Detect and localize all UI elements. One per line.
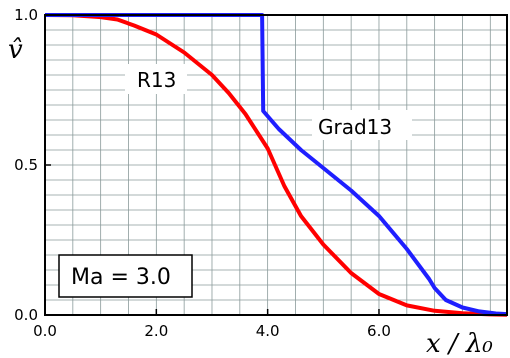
series-line-grad13 [45, 13, 508, 317]
r13-label-background [125, 64, 187, 94]
x-tick-label: 6.0 [367, 322, 391, 340]
y-tick-label: 1.0 [14, 6, 38, 24]
y-tick-label: 0.5 [14, 156, 38, 174]
x-axis-label: x / λ₀ [426, 329, 493, 358]
r13-series-label: R13 [137, 68, 176, 92]
tick-marks [44, 14, 380, 316]
grad13-series-label: Grad13 [318, 115, 392, 139]
x-tick-label: 4.0 [256, 322, 280, 340]
x-tick-label: 2.0 [144, 322, 168, 340]
x-tick-label: 0.0 [33, 322, 57, 340]
series-line-r13 [44, 13, 508, 317]
mach-number-box [58, 254, 193, 298]
y-axis-label: v̂ [8, 35, 23, 65]
series-lines [44, 13, 508, 317]
mach-number-annotation: Ma = 3.0 [71, 265, 171, 290]
grad13-label-background [312, 110, 412, 140]
tick-labels: 0.0 2.0 4.0 6.0 0.0 0.5 1.0 [14, 6, 391, 340]
y-tick-label: 0.0 [14, 306, 38, 324]
grid-lines [45, 15, 507, 315]
